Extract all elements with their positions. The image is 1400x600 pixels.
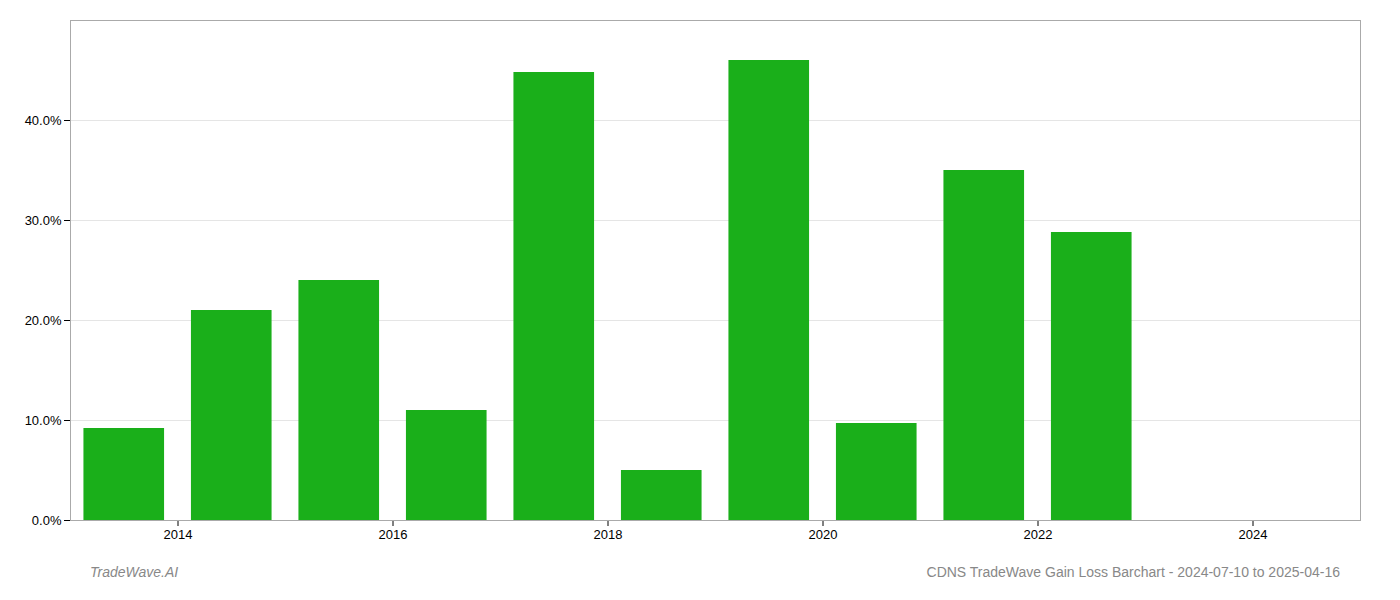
html-text:TradeWave.AI: TradeWave.AI: [90, 564, 179, 580]
svg-text:2020: 2020: [809, 527, 838, 542]
svg-text:2014: 2014: [164, 527, 193, 542]
svg-text:2016: 2016: [379, 527, 408, 542]
svg-text:20.0%: 20.0%: [25, 313, 62, 328]
svg-text:40.0%: 40.0%: [25, 113, 62, 128]
svg-text:0.0%: 0.0%: [32, 513, 62, 528]
svg-text:2022: 2022: [1024, 527, 1053, 542]
svg-text:30.0%: 30.0%: [25, 213, 62, 228]
svg-text:10.0%: 10.0%: [25, 413, 62, 428]
html-text:CDNS TradeWave Gain Loss Barch: CDNS TradeWave Gain Loss Barchart - 2024…: [926, 564, 1340, 580]
svg-text:2018: 2018: [594, 527, 623, 542]
svg-text:2024: 2024: [1239, 527, 1268, 542]
